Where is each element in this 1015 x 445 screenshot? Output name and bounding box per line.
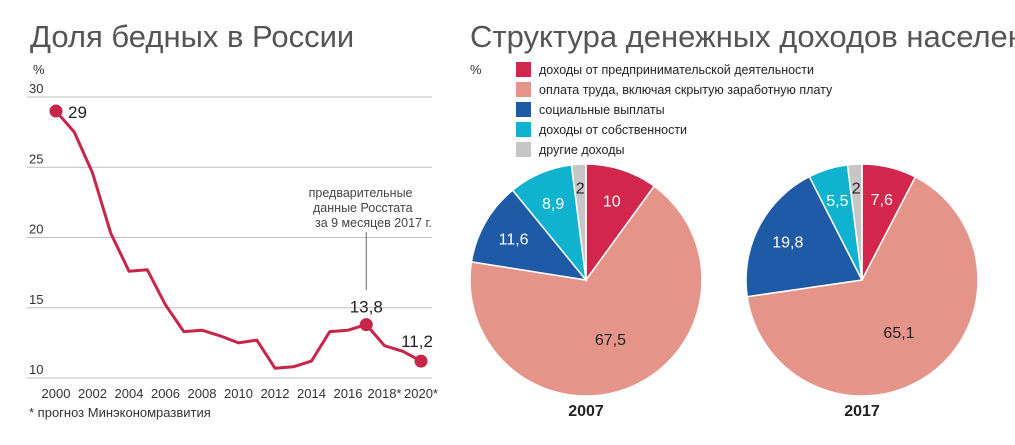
data-label: 11,2: [401, 332, 433, 351]
x-tick-label: 2016: [334, 386, 363, 401]
slice-label: 10: [603, 194, 621, 211]
x-tick-label: 2010: [224, 386, 253, 401]
pie-chart-title: Структура денежных доходов населения: [470, 19, 1015, 54]
x-tick-label: 2018*: [368, 386, 402, 401]
x-tick-label: 2000: [42, 386, 71, 401]
line-chart-y-ticks: 10 15 20 25 30: [29, 81, 43, 377]
y-tick-label: 20: [29, 222, 43, 237]
pie-slice: [469, 185, 703, 397]
annotation-line-2: данные Росстата: [313, 201, 413, 215]
legend-label: доходы от собственности: [539, 123, 687, 137]
pie-legend: доходы от предпринимательской деятельнос…: [516, 62, 833, 157]
slice-label: 67,5: [595, 332, 626, 349]
legend-label: оплата труда, включая скрытую заработную…: [539, 83, 833, 97]
pie-2017: 7,6 65,1 19,8 5,52 2017: [745, 163, 979, 420]
line-chart-x-ticks: 2000 2002 2004 2006 2008 2010 2012 2014 2016 2018…: [42, 386, 438, 401]
data-point: [359, 318, 373, 332]
legend-label: социальные выплаты: [539, 103, 665, 117]
pie-slice: [585, 163, 656, 283]
x-tick-label: 2006: [151, 386, 180, 401]
line-chart-labeled-points: 29 13,8 11,2: [49, 103, 433, 368]
annotation-line-3: за 9 месяцев 2017 г.: [315, 216, 432, 230]
pie-slice: [570, 163, 587, 281]
slice-label: 19,8: [772, 235, 803, 252]
legend-swatch: [516, 142, 531, 157]
slice-label: 8,9: [542, 196, 564, 213]
y-tick-label: 25: [29, 151, 43, 166]
legend-label: другие доходы: [539, 143, 625, 157]
pie-year-label: 2017: [844, 403, 880, 420]
line-chart-title: Доля бедных в России: [30, 19, 354, 54]
line-chart-ylabel: %: [33, 62, 45, 77]
pie-2007: 10 67,5 11,6 8,9 2 2007: [469, 163, 703, 420]
x-tick-label: 2008: [188, 386, 217, 401]
line-chart-grid: [27, 96, 432, 379]
pie-slice: [746, 175, 979, 397]
y-tick-label: 30: [29, 81, 43, 96]
slice-label: 5,5: [826, 193, 848, 210]
x-tick-label: 2014: [297, 386, 326, 401]
annotation-line-1: предварительные: [309, 186, 413, 200]
pie-year-label: 2007: [568, 403, 604, 420]
legend-swatch: [516, 82, 531, 97]
x-tick-label: 2002: [78, 386, 107, 401]
legend-label: доходы от предпринимательской деятельнос…: [539, 63, 814, 77]
slice-label: 2: [576, 180, 585, 197]
line-chart-footnote: * прогноз Минэкономразвития: [29, 405, 211, 420]
pie-chart-ylabel: %: [470, 62, 482, 77]
data-label: 29: [68, 103, 87, 122]
annotation-text: предварительные данные Росстата за 9 мес…: [309, 186, 432, 230]
slice-label: 11,6: [499, 231, 529, 248]
data-label: 13,8: [350, 298, 383, 317]
legend-swatch: [516, 62, 531, 77]
data-point: [49, 104, 63, 118]
legend-swatch: [516, 102, 531, 117]
legend-swatch: [516, 122, 531, 137]
y-tick-label: 15: [29, 292, 43, 307]
y-tick-label: 10: [29, 362, 43, 377]
slice-label: 7,6: [871, 192, 893, 209]
slice-label: 2: [852, 180, 861, 197]
pie-slice: [745, 175, 864, 298]
slice-label: 65,1: [883, 325, 914, 342]
x-tick-label: 2020*: [404, 386, 438, 401]
x-tick-label: 2012: [261, 386, 290, 401]
pie-slice: [470, 189, 588, 282]
x-tick-label: 2004: [115, 386, 144, 401]
data-point: [414, 354, 428, 368]
pie-slice: [846, 163, 863, 281]
